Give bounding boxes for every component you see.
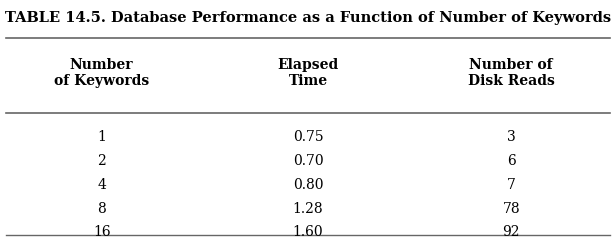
Text: 2: 2: [97, 154, 106, 168]
Text: 7: 7: [507, 178, 516, 192]
Text: 8: 8: [97, 202, 106, 216]
Text: 78: 78: [503, 202, 520, 216]
Text: 92: 92: [503, 225, 520, 239]
Text: Number of
Disk Reads: Number of Disk Reads: [468, 58, 555, 88]
Text: 3: 3: [507, 130, 516, 144]
Text: 1: 1: [97, 130, 106, 144]
Text: Number
of Keywords: Number of Keywords: [54, 58, 149, 88]
Text: 0.75: 0.75: [293, 130, 323, 144]
Text: 1.60: 1.60: [293, 225, 323, 239]
Text: 6: 6: [507, 154, 516, 168]
Text: 16: 16: [93, 225, 110, 239]
Text: 0.80: 0.80: [293, 178, 323, 192]
Text: TABLE 14.5. Database Performance as a Function of Number of Keywords: TABLE 14.5. Database Performance as a Fu…: [5, 11, 611, 25]
Text: 4: 4: [97, 178, 106, 192]
Text: 1.28: 1.28: [293, 202, 323, 216]
Text: 0.70: 0.70: [293, 154, 323, 168]
Text: Elapsed
Time: Elapsed Time: [277, 58, 339, 88]
